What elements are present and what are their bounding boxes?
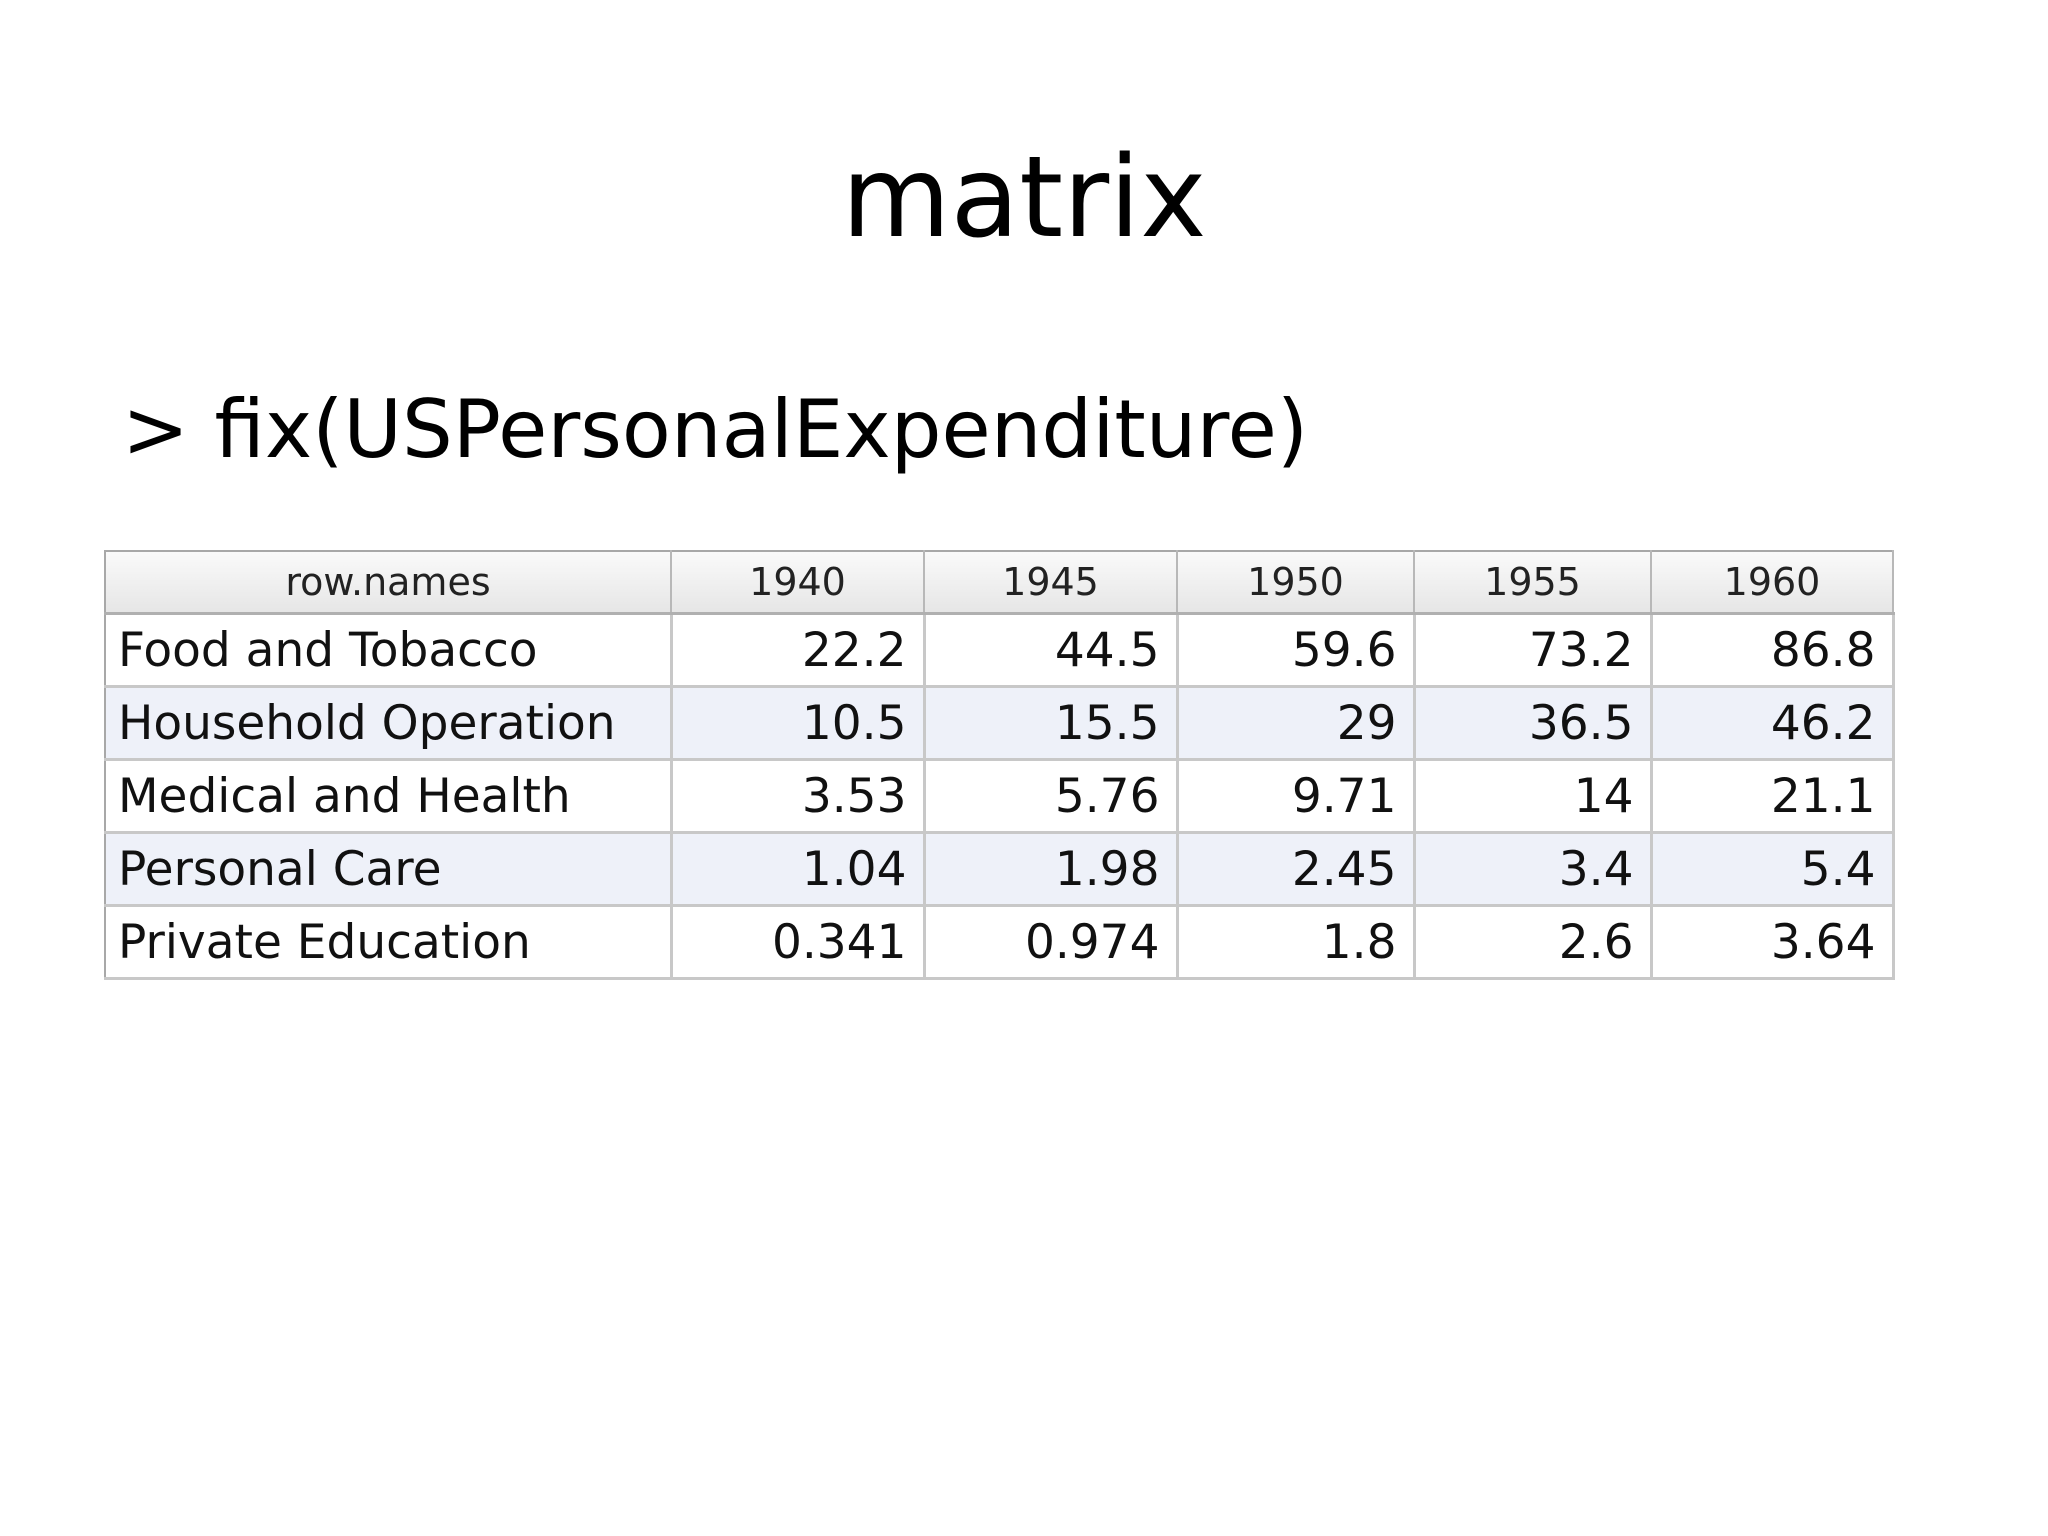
data-cell[interactable]: 10.5 (671, 686, 926, 761)
data-cell[interactable]: 14 (1414, 759, 1653, 834)
table-row: Household Operation 10.5 15.5 29 36.5 46… (105, 686, 1895, 761)
table-row: Food and Tobacco 22.2 44.5 59.6 73.2 86.… (105, 613, 1895, 688)
data-cell[interactable]: 9.71 (1177, 759, 1416, 834)
data-cell[interactable]: 0.341 (671, 905, 926, 980)
table-row: Private Education 0.341 0.974 1.8 2.6 3.… (105, 905, 1895, 980)
data-cell[interactable]: 3.64 (1651, 905, 1895, 980)
row-name-cell[interactable]: Medical and Health (105, 759, 673, 834)
row-name-cell[interactable]: Private Education (105, 905, 673, 980)
data-cell[interactable]: 0.974 (924, 905, 1179, 980)
data-cell[interactable]: 22.2 (671, 613, 926, 688)
command-text: > fix(USPersonalExpenditure) (122, 383, 1309, 476)
data-cell[interactable]: 36.5 (1414, 686, 1653, 761)
row-name-cell[interactable]: Personal Care (105, 832, 673, 907)
column-header-1955[interactable]: 1955 (1414, 551, 1652, 615)
data-cell[interactable]: 1.98 (924, 832, 1179, 907)
data-cell[interactable]: 3.53 (671, 759, 926, 834)
column-header-1940[interactable]: 1940 (671, 551, 925, 615)
table-row: Medical and Health 3.53 5.76 9.71 14 21.… (105, 759, 1895, 834)
row-name-cell[interactable]: Food and Tobacco (105, 613, 673, 688)
table-row: Personal Care 1.04 1.98 2.45 3.4 5.4 (105, 832, 1895, 907)
data-cell[interactable]: 2.6 (1414, 905, 1653, 980)
data-cell[interactable]: 1.8 (1177, 905, 1416, 980)
data-cell[interactable]: 21.1 (1651, 759, 1895, 834)
data-cell[interactable]: 86.8 (1651, 613, 1895, 688)
data-cell[interactable]: 1.04 (671, 832, 926, 907)
slide-title: matrix (841, 133, 1207, 263)
row-name-cell[interactable]: Household Operation (105, 686, 673, 761)
column-header-row-names[interactable]: row.names (105, 551, 672, 615)
data-cell[interactable]: 73.2 (1414, 613, 1653, 688)
data-cell[interactable]: 15.5 (924, 686, 1179, 761)
data-cell[interactable]: 29 (1177, 686, 1416, 761)
column-header-1960[interactable]: 1960 (1651, 551, 1894, 615)
data-editor-grid: row.names 1940 1945 1950 1955 1960 Food … (104, 550, 1895, 980)
data-cell[interactable]: 5.4 (1651, 832, 1895, 907)
data-cell[interactable]: 59.6 (1177, 613, 1416, 688)
header-row: row.names 1940 1945 1950 1955 1960 (105, 551, 1894, 615)
data-cell[interactable]: 3.4 (1414, 832, 1653, 907)
column-header-1950[interactable]: 1950 (1177, 551, 1415, 615)
column-header-1945[interactable]: 1945 (924, 551, 1178, 615)
data-cell[interactable]: 5.76 (924, 759, 1179, 834)
data-cell[interactable]: 46.2 (1651, 686, 1895, 761)
data-cell[interactable]: 44.5 (924, 613, 1179, 688)
data-cell[interactable]: 2.45 (1177, 832, 1416, 907)
